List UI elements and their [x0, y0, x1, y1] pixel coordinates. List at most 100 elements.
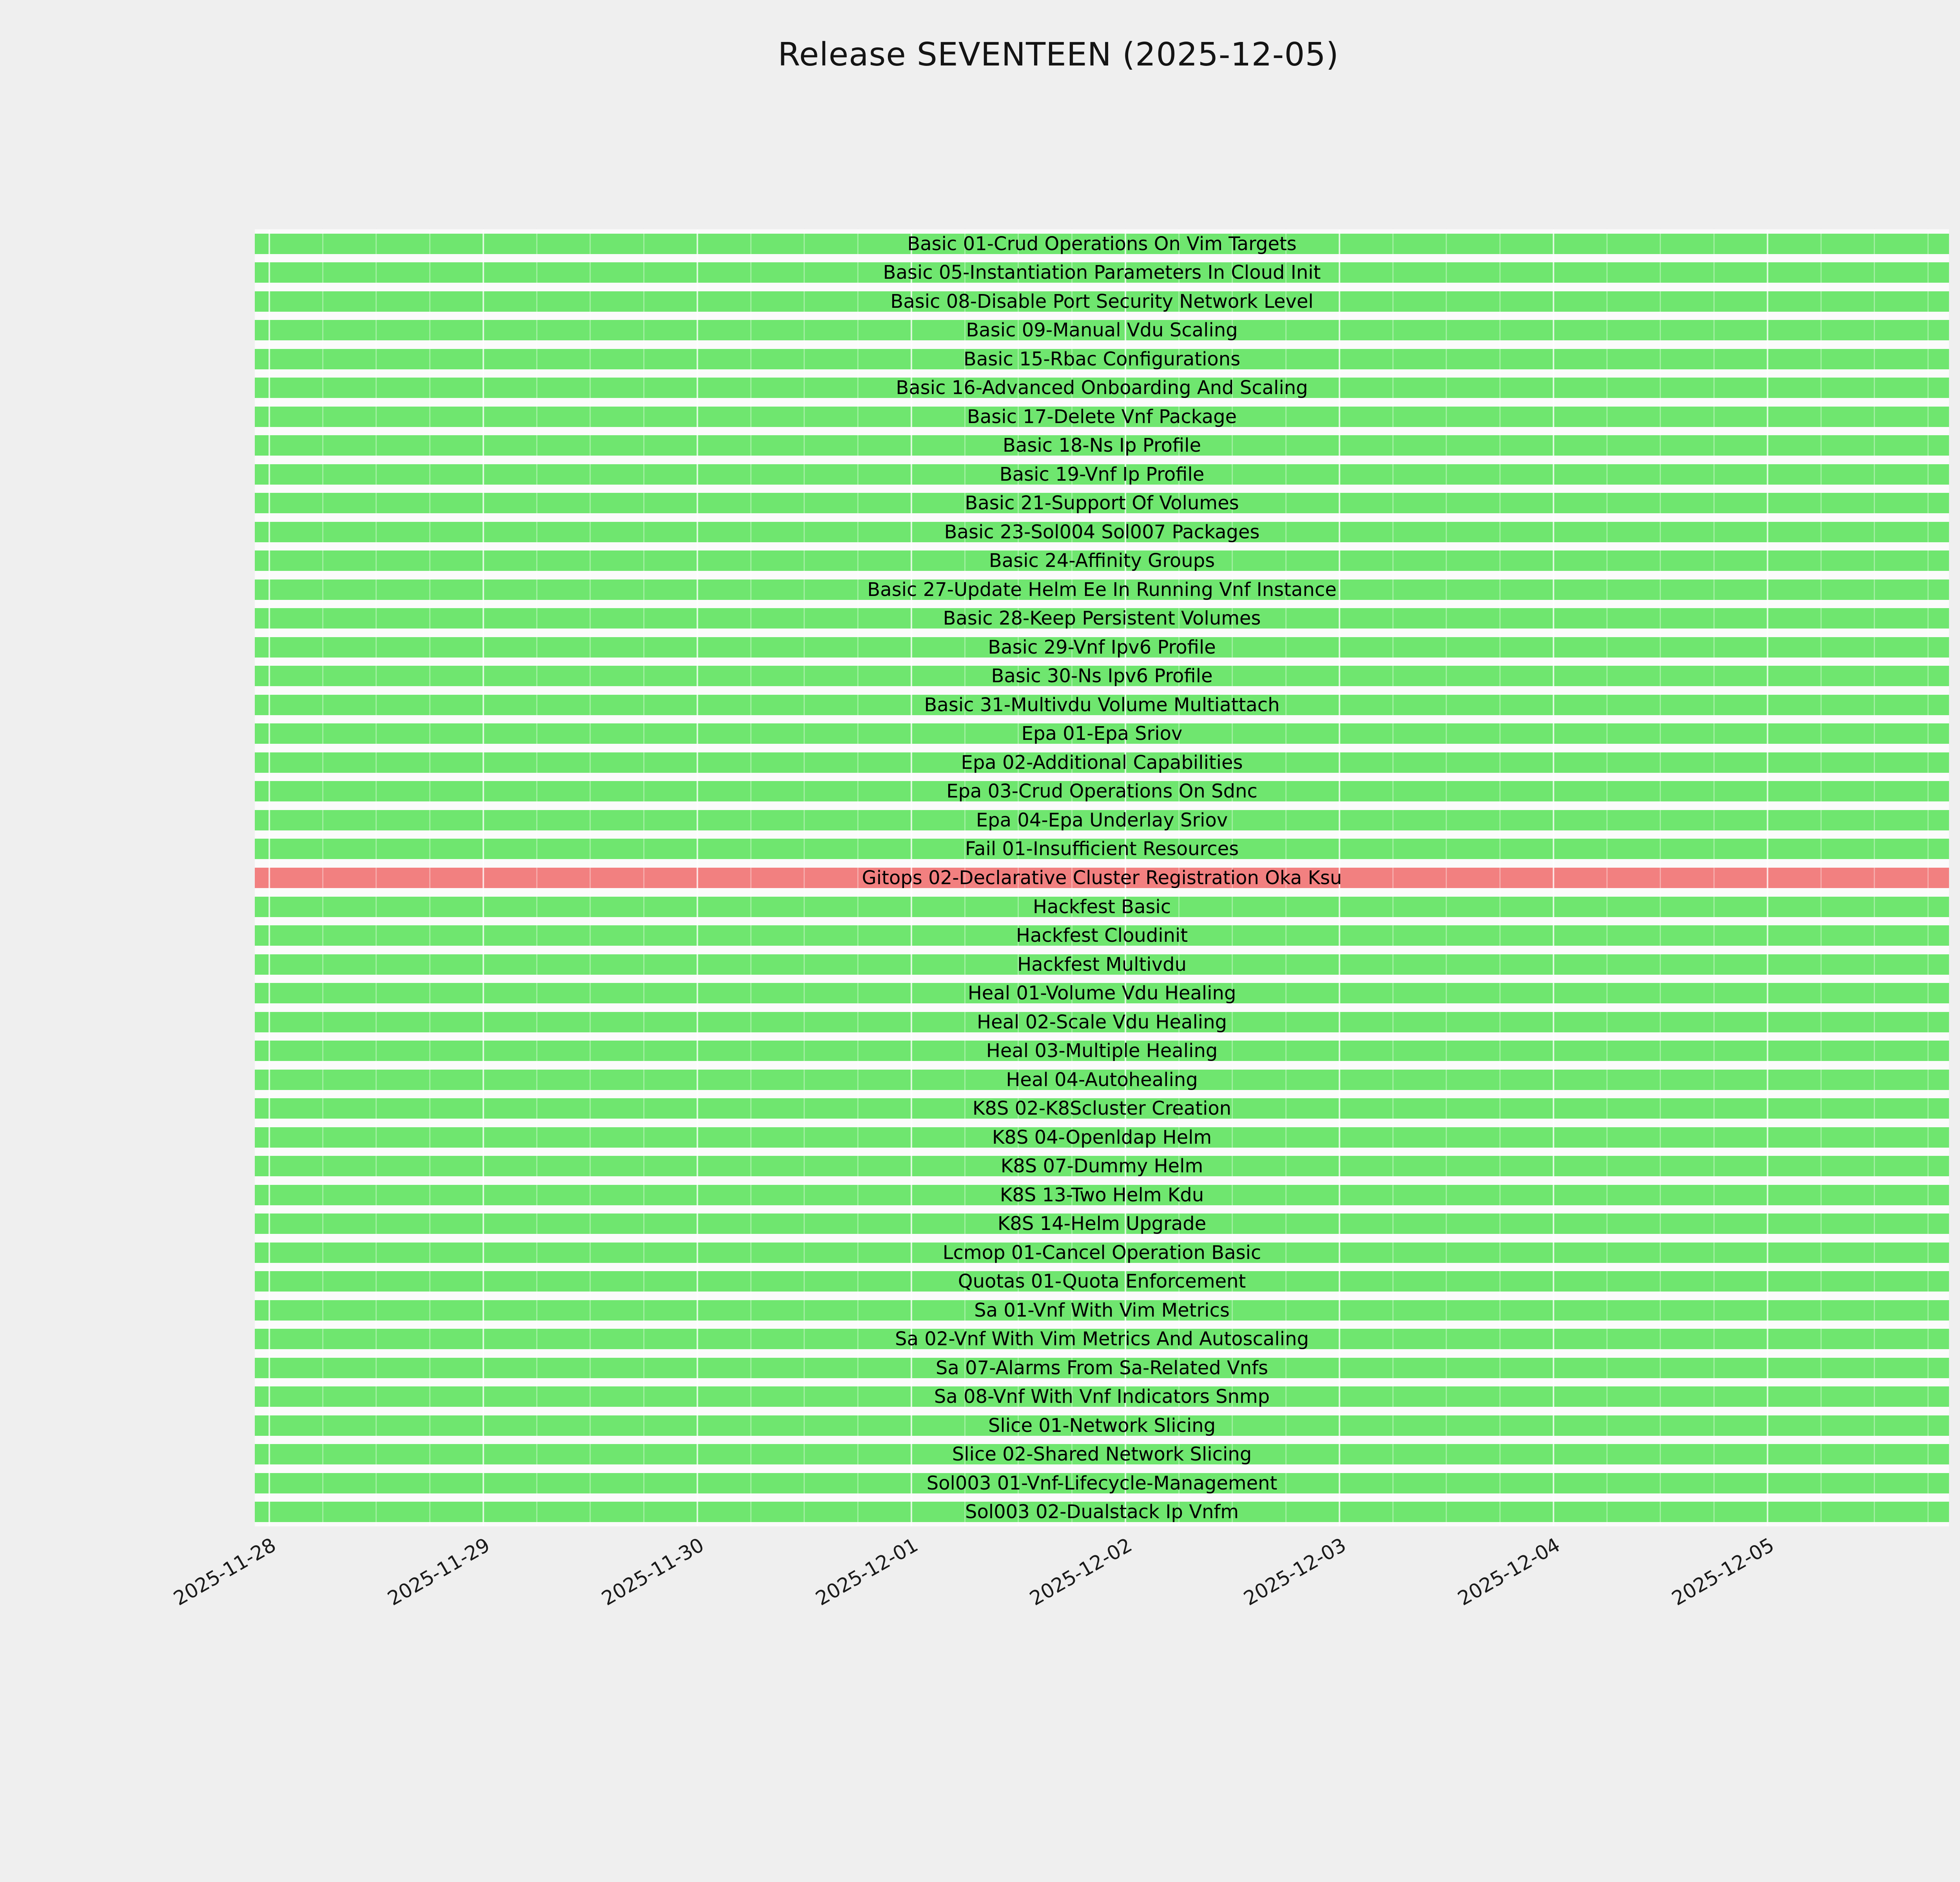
task-row: Basic 29-Vnf Ipv6 Profile: [255, 633, 1949, 662]
task-bar-label: Basic 19-Vnf Ip Profile: [999, 463, 1205, 485]
task-row: Basic 01-Crud Operations On Vim Targets: [255, 229, 1949, 258]
task-row: K8S 02-K8Scluster Creation: [255, 1094, 1949, 1123]
task-bar-label: Basic 31-Multivdu Volume Multiattach: [924, 694, 1280, 716]
task-bar: [255, 1329, 1949, 1350]
minor-gridline: [1071, 229, 1073, 1526]
task-row: Basic 31-Multivdu Volume Multiattach: [255, 690, 1949, 719]
task-row: Lcmop 01-Cancel Operation Basic: [255, 1238, 1949, 1267]
task-row: K8S 13-Two Helm Kdu: [255, 1181, 1949, 1210]
chart-title: Release SEVENTEEN (2025-12-05): [778, 36, 1339, 73]
task-row: Epa 01-Epa Sriov: [255, 719, 1949, 748]
x-tick-label: 2025-12-05: [1668, 1533, 1778, 1610]
task-bar: [255, 464, 1949, 485]
task-bar-label: K8S 14-Helm Upgrade: [997, 1213, 1207, 1235]
minor-gridline: [1820, 229, 1822, 1526]
minor-gridline: [1927, 229, 1929, 1526]
task-row: K8S 04-Openldap Helm: [255, 1123, 1949, 1152]
task-bar: [255, 1386, 1949, 1407]
task-row: Slice 02-Shared Network Slicing: [255, 1440, 1949, 1469]
minor-gridline: [857, 229, 858, 1526]
task-bar-label: Quotas 01-Quota Enforcement: [958, 1270, 1246, 1293]
task-row: Basic 21-Support Of Volumes: [255, 489, 1949, 518]
task-bar: [255, 752, 1949, 773]
major-gridline: [483, 229, 484, 1526]
task-row: Basic 28-Keep Persistent Volumes: [255, 604, 1949, 633]
task-bar: [255, 1069, 1949, 1090]
task-bar: [255, 781, 1949, 802]
task-row: Basic 18-Ns Ip Profile: [255, 431, 1949, 460]
task-row: Basic 17-Delete Vnf Package: [255, 402, 1949, 431]
task-row: Quotas 01-Quota Enforcement: [255, 1267, 1949, 1296]
task-row: Hackfest Basic: [255, 892, 1949, 921]
task-bar-label: Epa 03-Crud Operations On Sdnc: [946, 780, 1258, 803]
task-bar: [255, 550, 1949, 571]
minor-gridline: [643, 229, 644, 1526]
task-row: Sa 07-Alarms From Sa-Related Vnfs: [255, 1353, 1949, 1382]
task-bar-label: Slice 01-Network Slicing: [988, 1414, 1216, 1437]
task-bar-label: Basic 29-Vnf Ipv6 Profile: [988, 636, 1216, 658]
task-bar-label: Sol003 02-Dualstack Ip Vnfm: [965, 1501, 1239, 1523]
task-bar: [255, 1444, 1949, 1465]
x-tick-label: 2025-11-28: [170, 1533, 280, 1610]
x-tick-label: 2025-11-29: [384, 1533, 494, 1610]
task-row: Sol003 02-Dualstack Ip Vnfm: [255, 1497, 1949, 1526]
major-gridline: [1553, 229, 1554, 1526]
task-bar: [255, 1098, 1949, 1119]
minor-gridline: [1178, 229, 1180, 1526]
x-tick-label: 2025-11-30: [598, 1533, 708, 1610]
task-bar-label: Basic 23-Sol004 Sol007 Packages: [944, 521, 1260, 543]
task-bar: [255, 983, 1949, 1004]
task-bar-label: Epa 01-Epa Sriov: [1021, 723, 1183, 745]
minor-gridline: [1713, 229, 1715, 1526]
task-bar: [255, 378, 1949, 398]
task-bar: [255, 666, 1949, 687]
minor-gridline: [1018, 229, 1019, 1526]
task-bar: [255, 1357, 1949, 1378]
task-bar: [255, 637, 1949, 658]
task-row: Basic 08-Disable Port Security Network L…: [255, 287, 1949, 316]
minor-gridline: [750, 229, 751, 1526]
minor-gridline: [964, 229, 965, 1526]
minor-gridline: [536, 229, 537, 1526]
task-bar-label: Basic 01-Crud Operations On Vim Targets: [907, 233, 1297, 255]
x-tick-label: 2025-12-02: [1026, 1533, 1136, 1610]
task-bar-label: Basic 15-Rbac Configurations: [963, 348, 1241, 370]
task-row: Heal 02-Scale Vdu Healing: [255, 1008, 1949, 1037]
task-bar-label: Sol003 01-Vnf-Lifecycle-Management: [926, 1472, 1278, 1494]
task-bar-label: Basic 09-Manual Vdu Scaling: [966, 319, 1238, 342]
task-row: Heal 04-Autohealing: [255, 1065, 1949, 1094]
task-row: Hackfest Multivdu: [255, 950, 1949, 979]
task-row: Fail 01-Insufficient Resources: [255, 835, 1949, 864]
task-row: Epa 02-Additional Capabilities: [255, 748, 1949, 777]
task-bar: [255, 954, 1949, 975]
task-bar: [255, 694, 1949, 715]
minor-gridline: [1392, 229, 1394, 1526]
task-bar-label: Lcmop 01-Cancel Operation Basic: [942, 1241, 1261, 1264]
task-bar: [255, 1184, 1949, 1205]
major-gridline: [269, 229, 270, 1526]
task-bar: [255, 1041, 1949, 1061]
task-bar: [255, 1242, 1949, 1263]
task-row: Sa 08-Vnf With Vnf Indicators Snmp: [255, 1382, 1949, 1411]
minor-gridline: [1446, 229, 1447, 1526]
task-bar: [255, 291, 1949, 312]
task-bar-label: Heal 01-Volume Vdu Healing: [967, 982, 1236, 1005]
plot-area: Basic 01-Crud Operations On Vim Targets B…: [255, 229, 1949, 1526]
task-bar-label: Fail 01-Insufficient Resources: [965, 838, 1239, 860]
task-bar-label: Basic 21-Support Of Volumes: [965, 492, 1239, 514]
task-bar-label: K8S 04-Openldap Helm: [992, 1126, 1212, 1148]
task-row: Hackfest Cloudinit: [255, 921, 1949, 950]
task-bar-label: Basic 28-Keep Persistent Volumes: [943, 607, 1261, 630]
task-row: Heal 03-Multiple Healing: [255, 1036, 1949, 1065]
task-bar-label: Hackfest Multivdu: [1017, 953, 1187, 976]
task-bar: [255, 349, 1949, 369]
task-bar-label: Epa 02-Additional Capabilities: [961, 751, 1243, 774]
task-bar-label: Basic 05-Instantiation Parameters In Clo…: [883, 262, 1321, 284]
major-gridline: [697, 229, 698, 1526]
task-bar: [255, 579, 1949, 600]
minor-gridline: [1606, 229, 1608, 1526]
task-bar-label: Sa 08-Vnf With Vnf Indicators Snmp: [934, 1386, 1270, 1408]
task-row: Gitops 02-Declarative Cluster Registrati…: [255, 863, 1949, 892]
task-row: K8S 14-Helm Upgrade: [255, 1209, 1949, 1238]
